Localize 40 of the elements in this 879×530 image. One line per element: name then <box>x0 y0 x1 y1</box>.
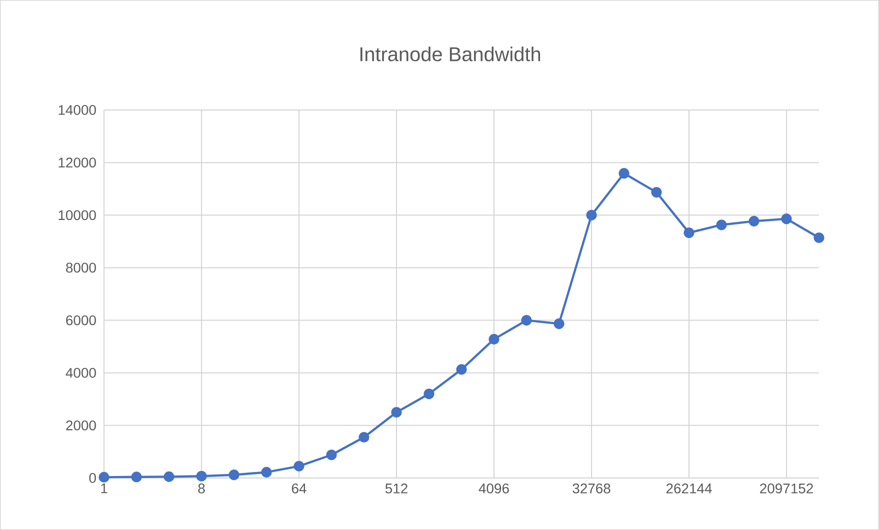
point <box>228 470 240 480</box>
point <box>521 314 532 326</box>
y-tick-label: 2000 <box>66 420 96 430</box>
point <box>326 450 337 460</box>
point <box>98 472 110 483</box>
y-tick-label: 0 <box>89 473 96 483</box>
x-tick-label: 32768 <box>572 484 610 494</box>
point <box>684 227 694 238</box>
point <box>196 470 207 482</box>
chart-title: Intranode Bandwidth <box>360 46 540 62</box>
point <box>748 216 760 226</box>
point <box>456 364 467 375</box>
y-tick-label: 10000 <box>58 210 96 220</box>
point <box>424 388 434 400</box>
y-tick-label: 8000 <box>66 262 96 273</box>
point <box>618 168 630 179</box>
x-tick-label: 8 <box>198 484 205 494</box>
y-tick-label: 6000 <box>66 315 96 326</box>
point <box>554 318 564 329</box>
x-tick-label: 2097152 <box>760 484 813 494</box>
x-tick-label: 64 <box>292 484 306 494</box>
x-tick-label: 262144 <box>666 484 712 494</box>
point <box>586 210 597 220</box>
point <box>651 186 662 198</box>
point <box>261 466 272 478</box>
point <box>391 406 402 418</box>
point <box>294 460 304 472</box>
point <box>716 220 727 230</box>
y-tick-label: 4000 <box>66 368 96 378</box>
point <box>164 471 174 482</box>
point <box>488 334 500 345</box>
point <box>131 472 142 482</box>
x-tick-label: 512 <box>385 484 408 494</box>
point <box>358 432 370 443</box>
x-tick-label: 4096 <box>478 484 509 494</box>
x-tick-label: 1 <box>101 484 108 494</box>
point <box>781 214 792 224</box>
y-tick-label: 12000 <box>58 158 96 168</box>
y-tick-label: 14000 <box>58 105 96 115</box>
point <box>814 232 824 244</box>
